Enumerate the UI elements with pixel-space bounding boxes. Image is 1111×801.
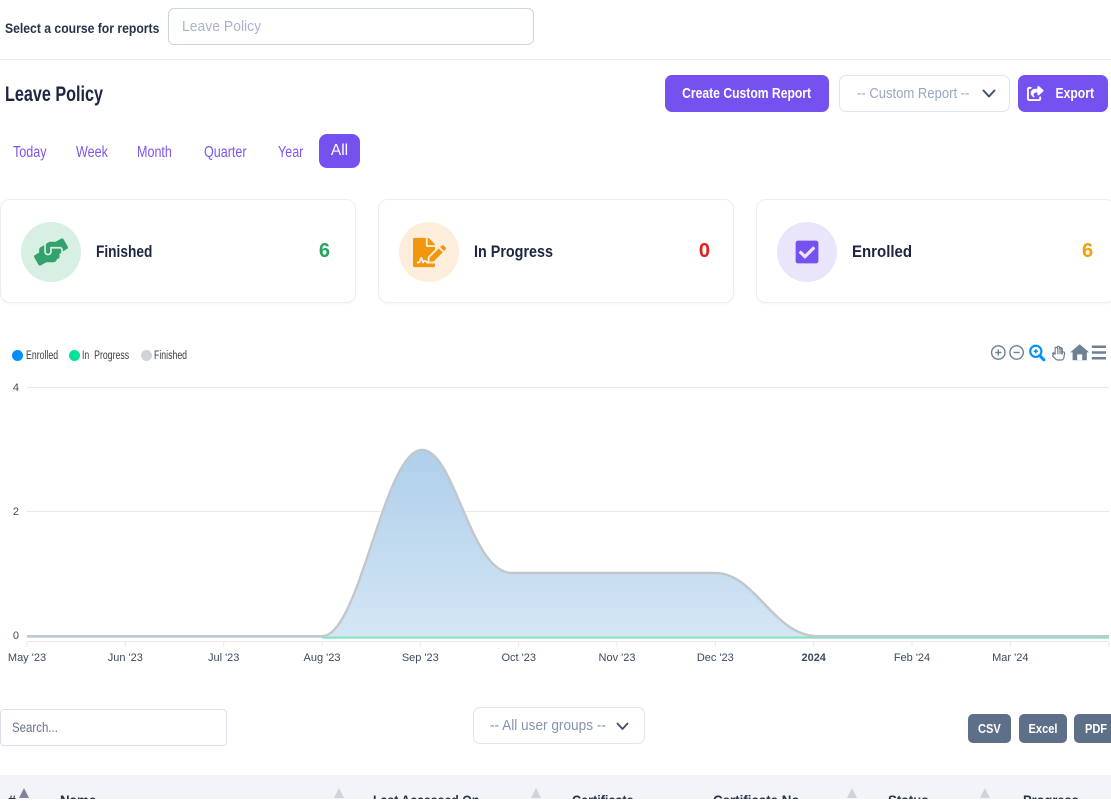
- svg-text:2024: 2024: [801, 652, 826, 664]
- svg-text:Feb '24: Feb '24: [894, 652, 930, 664]
- svg-text:May '23: May '23: [8, 652, 46, 664]
- svg-text:Jul '23: Jul '23: [208, 652, 239, 664]
- svg-text:Oct '23: Oct '23: [501, 652, 536, 664]
- svg-text:Aug '23: Aug '23: [304, 652, 341, 664]
- svg-text:Dec '23: Dec '23: [697, 652, 734, 664]
- svg-text:Mar '24: Mar '24: [992, 652, 1028, 664]
- svg-text:Nov '23: Nov '23: [599, 652, 636, 664]
- svg-text:Sep '23: Sep '23: [402, 652, 439, 664]
- svg-text:4: 4: [13, 382, 19, 394]
- svg-text:2: 2: [13, 506, 19, 518]
- svg-text:0: 0: [13, 630, 19, 642]
- svg-text:Jun '23: Jun '23: [108, 652, 143, 664]
